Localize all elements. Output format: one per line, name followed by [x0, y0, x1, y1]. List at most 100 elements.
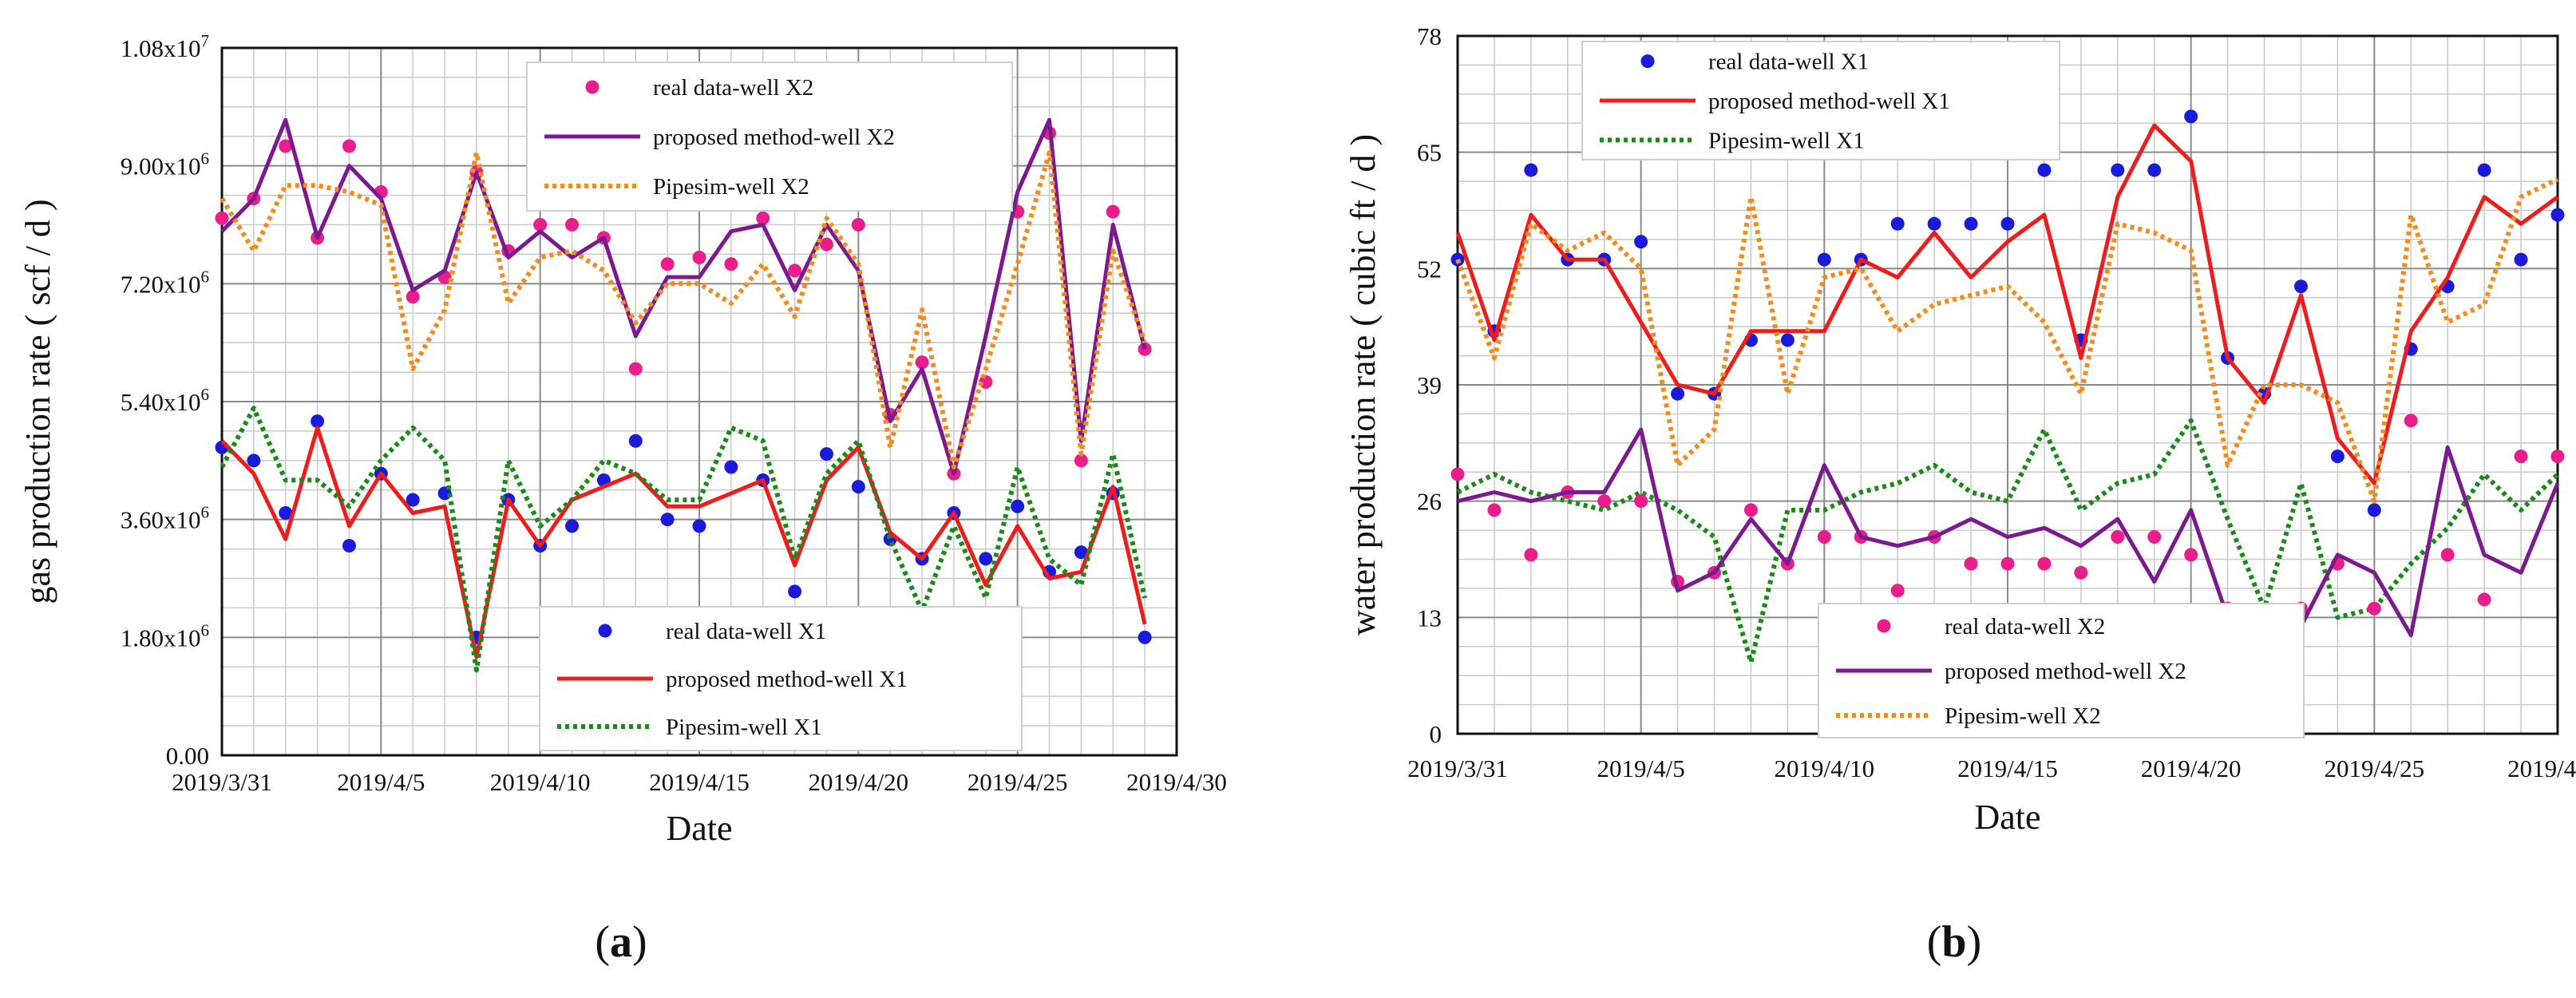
data-point: [788, 584, 802, 599]
data-point: [2550, 449, 2565, 464]
data-point: [2111, 529, 2125, 544]
series-line-pipesim-well-x2: [1455, 176, 2559, 504]
series: [1450, 109, 2565, 665]
data-point: [1524, 163, 1538, 177]
data-point: [819, 447, 833, 461]
data-point: [851, 480, 865, 494]
data-point: [215, 211, 229, 225]
legend-swatch-point: [585, 80, 599, 94]
y-tick-label: 13: [1417, 604, 1442, 632]
y-axis-title: gas production rate ( scf / d ): [18, 199, 57, 604]
data-point: [1927, 216, 1941, 231]
legend-entry-label: Pipesim-well X1: [666, 715, 822, 740]
data-point: [2147, 163, 2162, 177]
data-point: [788, 263, 802, 278]
legend-entry-label: real data-well X2: [1945, 614, 2105, 640]
data-point: [247, 453, 261, 468]
data-point: [1597, 494, 1612, 509]
data-point: [1964, 556, 1978, 571]
y-tick-label: 0: [1430, 720, 1442, 748]
x-tick-label: 2019/4/25: [2324, 754, 2424, 782]
series-proposed-method-well-x1: [220, 426, 1147, 659]
data-point: [660, 513, 675, 527]
y-tick-label: 26: [1417, 488, 1442, 516]
data-point: [628, 434, 643, 448]
series-proposed-method-well-x1: [1455, 123, 2559, 485]
data-point: [1964, 216, 1978, 231]
data-point: [628, 362, 643, 376]
y-tick-label: 3.60x106: [121, 503, 209, 534]
data-point: [1106, 204, 1120, 219]
data-point: [724, 460, 738, 474]
data-point: [1743, 503, 1758, 517]
series-line-pipesim-well-x2: [220, 150, 1147, 469]
data-point: [1634, 494, 1648, 509]
y-tick-label: 1.80x106: [121, 620, 209, 651]
x-axis-title: Date: [666, 809, 732, 848]
data-point: [311, 414, 325, 429]
x-tick-label: 2019/4/5: [337, 768, 425, 796]
data-point: [1011, 499, 1025, 513]
data-point: [279, 139, 293, 153]
series-pipesim-well-x2: [220, 150, 1147, 469]
data-point: [2440, 548, 2455, 562]
data-point: [2037, 556, 2052, 571]
data-point: [1817, 529, 1831, 544]
data-point: [979, 552, 993, 566]
data-point: [279, 505, 293, 520]
data-point: [2550, 208, 2565, 222]
data-point: [2111, 163, 2125, 177]
legend-entry-label: proposed method-well X2: [1945, 659, 2186, 684]
legend-entry-label: real data-well X1: [1708, 50, 1869, 75]
data-point: [406, 290, 420, 304]
legend-entry-label: real data-well X2: [653, 75, 813, 101]
data-point: [1524, 548, 1538, 562]
data-point: [1074, 453, 1088, 468]
series-proposed-method-well-x2: [220, 117, 1147, 476]
data-point: [660, 257, 675, 271]
y-tick-label: 39: [1417, 371, 1442, 399]
legend-swatch-point: [598, 624, 612, 638]
legend-entry-label: proposed method-well X2: [653, 125, 895, 150]
data-point: [1780, 333, 1794, 347]
x-tick-label: 2019/4/20: [2141, 754, 2242, 782]
data-point: [2000, 556, 2015, 571]
x-tick-labels: 2019/3/31 2019/4/5 2019/4/10 2019/4/15 2019/…: [172, 768, 1227, 796]
data-point: [1817, 252, 1831, 267]
data-point: [1138, 630, 1152, 644]
x-tick-label: 2019/4/30: [2507, 754, 2576, 782]
data-point: [2404, 414, 2418, 428]
data-point: [2367, 503, 2381, 517]
y-tick-label: 52: [1417, 255, 1442, 283]
y-axis-title: water production rate ( cubic ft / d ): [1343, 134, 1383, 636]
data-point: [851, 218, 865, 232]
data-point: [342, 538, 356, 552]
plot-frame: [220, 46, 1178, 757]
legend-entry-label: Pipesim-well X2: [1945, 703, 2101, 729]
data-point: [1074, 545, 1088, 560]
x-tick-label: 2019/4/15: [1957, 754, 2058, 782]
data-point: [406, 493, 420, 507]
legend-swatch-point: [1877, 619, 1891, 633]
data-point: [2367, 601, 2381, 616]
legend-entry-label: real data-well X1: [666, 619, 826, 644]
data-point: [915, 355, 929, 370]
data-point: [2514, 252, 2528, 267]
y-tick-label: 65: [1417, 139, 1442, 167]
x-tick-label: 2019/3/31: [172, 768, 272, 796]
data-point: [692, 519, 706, 533]
legend-entry-label: proposed method-well X1: [1708, 89, 1950, 114]
legend-top-center: real data-well X1 proposed method-well X1…: [1581, 41, 2060, 160]
y-tick-labels: 0 13 26 39 52 65 78: [1417, 22, 1442, 748]
y-tick-label: 1.08x107: [121, 31, 209, 62]
data-point: [2037, 163, 2052, 177]
series-line-proposed-method-well-x2: [220, 117, 1147, 476]
data-point: [2477, 592, 2491, 607]
data-point: [2477, 163, 2491, 177]
x-tick-label: 2019/4/5: [1597, 754, 1685, 782]
legend-box: [539, 606, 1023, 751]
x-tick-label: 2019/4/10: [490, 768, 591, 796]
x-tick-label: 2019/4/15: [649, 768, 750, 796]
data-point: [724, 257, 738, 271]
